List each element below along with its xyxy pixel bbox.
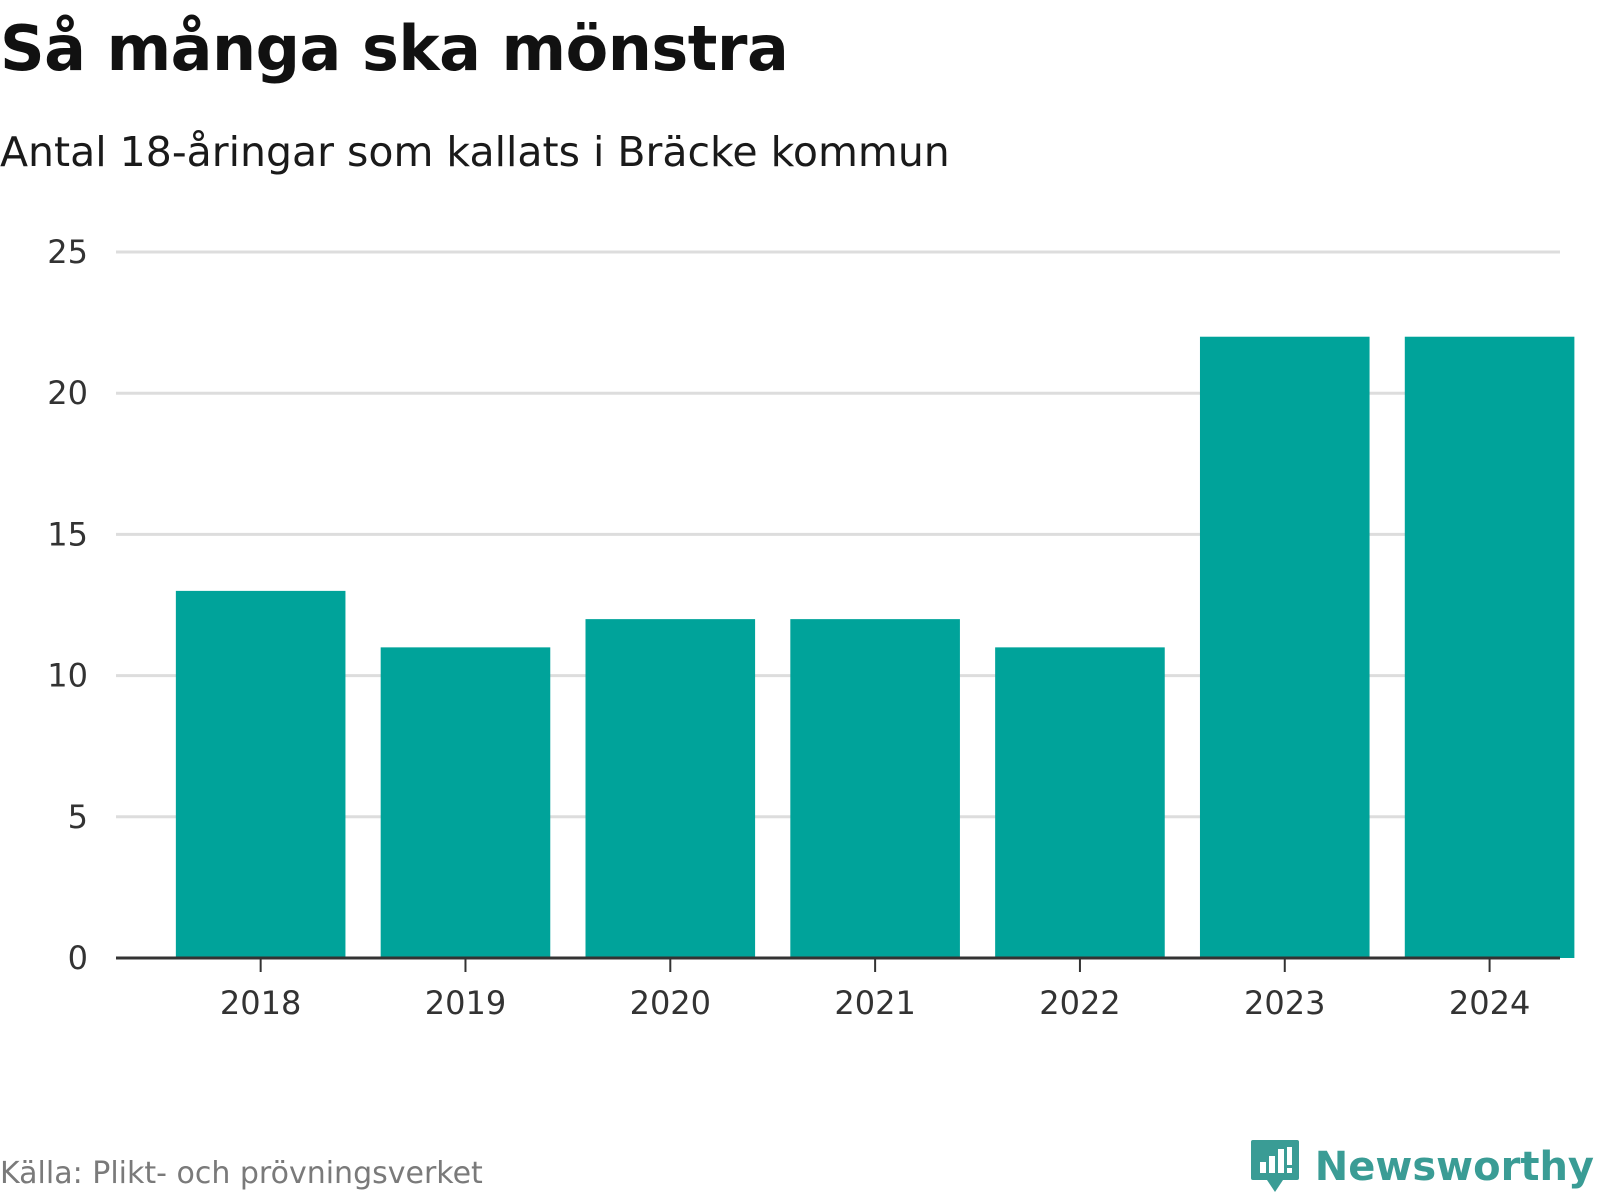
chart-subtitle: Antal 18-åringar som kallats i Bräcke ko… xyxy=(0,128,950,176)
bar-2024 xyxy=(1404,336,1575,959)
y-axis-tick-labels: 0 5 10 15 20 25 xyxy=(47,233,88,977)
newsworthy-logo-icon xyxy=(1250,1140,1299,1192)
y-tick-label: 0 xyxy=(68,939,88,977)
bar-2020 xyxy=(585,619,756,958)
x-tick-label: 2020 xyxy=(630,984,711,1022)
x-tick-label: 2021 xyxy=(834,984,915,1022)
x-tick-label: 2023 xyxy=(1244,984,1325,1022)
y-tick-label: 25 xyxy=(47,233,88,271)
y-tick-label: 20 xyxy=(47,374,88,412)
bar-2019 xyxy=(380,647,551,958)
x-tick-label: 2024 xyxy=(1449,984,1530,1022)
y-tick-label: 5 xyxy=(68,798,88,836)
x-tick-label: 2018 xyxy=(220,984,301,1022)
bar-2022 xyxy=(995,647,1165,958)
brand-name: Newsworthy xyxy=(1314,1144,1594,1190)
bar-2021 xyxy=(790,619,960,958)
x-axis-tick-labels: 2018 2019 2020 2021 2022 2023 2024 xyxy=(220,984,1530,1022)
bar-2018 xyxy=(175,590,346,958)
brand-logo: Newsworthy xyxy=(1249,1138,1594,1196)
y-tick-label: 10 xyxy=(47,657,88,695)
source-note: Källa: Plikt- och prövningsverket xyxy=(0,1156,483,1191)
y-tick-label: 15 xyxy=(47,515,88,553)
bar-chart: 0 5 10 15 20 25 2018 2019 2020 2021 2022 2023 2024 xyxy=(47,233,1575,1022)
x-tick-label: 2019 xyxy=(425,984,506,1022)
chart-title: Så många ska mönstra xyxy=(0,12,789,85)
bars xyxy=(175,336,1575,959)
x-axis xyxy=(116,956,1560,972)
bar-2023 xyxy=(1199,336,1370,959)
x-tick-label: 2022 xyxy=(1039,984,1120,1022)
